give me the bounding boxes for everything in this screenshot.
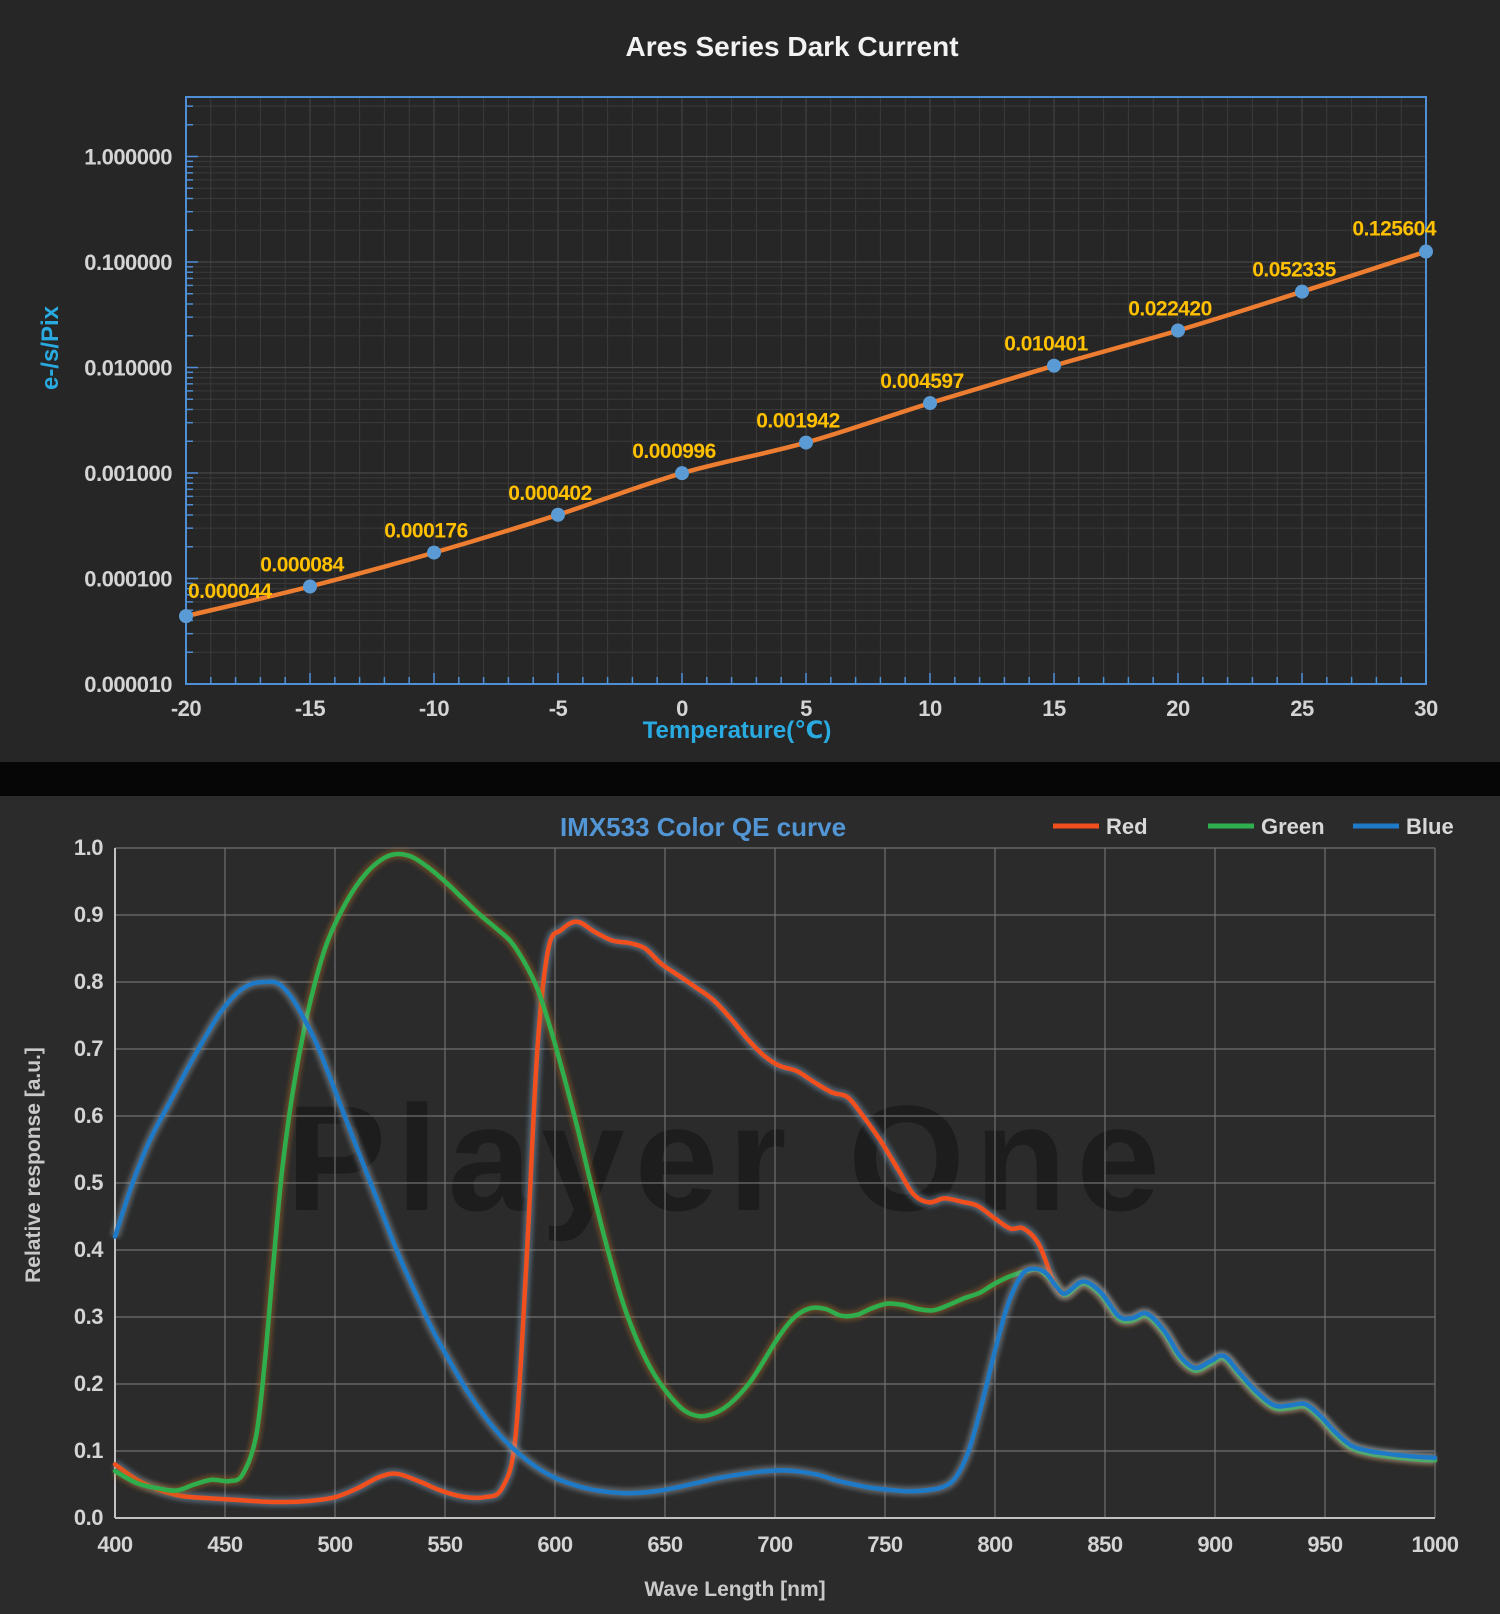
- point-value-label: 0.000176: [384, 520, 468, 543]
- x-tick-label: 500: [317, 1532, 352, 1557]
- x-tick-label: 850: [1087, 1532, 1122, 1557]
- point-value-label: 0.001942: [756, 410, 840, 433]
- x-tick-label: 400: [97, 1532, 132, 1557]
- y-axis-title: e-/s/Pix: [37, 305, 64, 390]
- y-tick-label: 0.7: [74, 1036, 103, 1061]
- y-tick-label: 0.3: [74, 1304, 103, 1329]
- qe-curve-blue: [112, 979, 1438, 1496]
- legend: Red Green Blue: [1053, 814, 1454, 839]
- x-tick-label: 20: [1166, 696, 1190, 721]
- x-tick-label: 25: [1290, 696, 1314, 721]
- y-tick-label: 0.8: [74, 969, 103, 994]
- y-tick-label: 0.1: [74, 1438, 103, 1463]
- qe-curve-chart: Player One 400 450 500 550 600 650 700 750 800 85…: [0, 762, 1500, 1614]
- y-tick-label: 0.9: [74, 902, 103, 927]
- data-point-marker: [427, 545, 441, 560]
- legend-label: Blue: [1406, 814, 1454, 839]
- y-tick-label: 1.0: [74, 835, 103, 860]
- point-value-label: 0.010401: [1004, 333, 1088, 356]
- legend-label: Green: [1261, 814, 1325, 839]
- data-point-marker: [799, 435, 813, 450]
- y-axis-title: Relative response [a.u.]: [22, 1047, 45, 1283]
- x-tick-label: 450: [207, 1532, 242, 1557]
- chart-title: IMX533 Color QE curve: [560, 812, 846, 842]
- x-tick-label: 5: [800, 696, 812, 721]
- data-point-marker: [1047, 358, 1061, 373]
- x-tick-label: -5: [549, 696, 568, 721]
- data-point-marker: [1419, 244, 1433, 259]
- y-tick-label: 1.000000: [84, 145, 172, 170]
- data-point-marker: [1171, 323, 1185, 338]
- point-value-label: 0.125604: [1352, 218, 1436, 241]
- y-tick-label: 0.001000: [84, 461, 172, 486]
- x-tick-label: -20: [171, 696, 202, 721]
- tick-and-point-labels: 1.000000 0.100000 0.010000 0.001000 0.000100…: [84, 145, 1438, 722]
- data-point-marker: [179, 609, 193, 624]
- gridlines: [185, 97, 1427, 685]
- y-tick-label: 0.2: [74, 1371, 103, 1396]
- x-tick-label: -15: [295, 696, 326, 721]
- x-tick-label: 15: [1042, 696, 1066, 721]
- watermark: Player One: [286, 1074, 1170, 1242]
- qe-series: [110, 848, 1438, 1508]
- chart-title: Ares Series Dark Current: [625, 31, 958, 62]
- axis-frame: [114, 848, 1435, 1519]
- x-tick-label: -10: [419, 696, 450, 721]
- y-tick-label: 0.4: [74, 1237, 104, 1262]
- y-tick-label: 0.5: [74, 1170, 103, 1195]
- dark-current-series: [179, 244, 1433, 624]
- x-axis-title: Wave Length [nm]: [644, 1578, 825, 1601]
- x-tick-label: 0: [676, 696, 688, 721]
- x-tick-label: 800: [977, 1532, 1012, 1557]
- data-point-marker: [923, 396, 937, 411]
- legend-item-blue: Blue: [1353, 814, 1454, 839]
- x-tick-label: 900: [1197, 1532, 1232, 1557]
- legend-item-red: Red: [1053, 814, 1148, 839]
- data-point-marker: [303, 579, 317, 594]
- x-tick-label: 550: [427, 1532, 462, 1557]
- x-axis-title: Temperature(℃): [643, 717, 832, 744]
- dark-current-chart: 1.000000 0.100000 0.010000 0.001000 0.000100…: [37, 31, 1438, 744]
- data-point-marker: [1295, 284, 1309, 299]
- legend-item-green: Green: [1208, 814, 1325, 839]
- y-tick-label: 0.100000: [84, 250, 172, 275]
- y-tick-label: 0.0: [74, 1505, 103, 1530]
- point-value-label: 0.000084: [260, 553, 344, 576]
- separator-band: [0, 762, 1500, 796]
- point-value-label: 0.000402: [508, 482, 592, 505]
- y-tick-label: 0.6: [74, 1103, 103, 1128]
- data-point-marker: [551, 507, 565, 522]
- legend-label: Red: [1106, 814, 1148, 839]
- point-value-label: 0.000044: [188, 580, 272, 603]
- data-point-marker: [675, 466, 689, 481]
- x-tick-label: 650: [647, 1532, 682, 1557]
- y-tick-label: 0.000010: [84, 672, 172, 697]
- x-tick-label: 600: [537, 1532, 572, 1557]
- point-value-label: 0.004597: [880, 370, 964, 393]
- x-tick-label: 1000: [1412, 1532, 1459, 1557]
- y-tick-label: 0.000100: [84, 567, 172, 592]
- x-tick-label: 950: [1307, 1532, 1342, 1557]
- point-value-label: 0.052335: [1252, 259, 1336, 282]
- tick-labels: 400 450 500 550 600 650 700 750 800 850 900 950 1000…: [74, 835, 1459, 1557]
- axis-frame: [185, 96, 1427, 685]
- x-tick-label: 750: [867, 1532, 902, 1557]
- y-tick-label: 0.010000: [84, 356, 172, 381]
- point-value-label: 0.000996: [632, 440, 716, 463]
- x-tick-label: 30: [1414, 696, 1438, 721]
- x-tick-label: 10: [918, 696, 942, 721]
- point-value-label: 0.022420: [1128, 298, 1212, 321]
- x-tick-label: 700: [757, 1532, 792, 1557]
